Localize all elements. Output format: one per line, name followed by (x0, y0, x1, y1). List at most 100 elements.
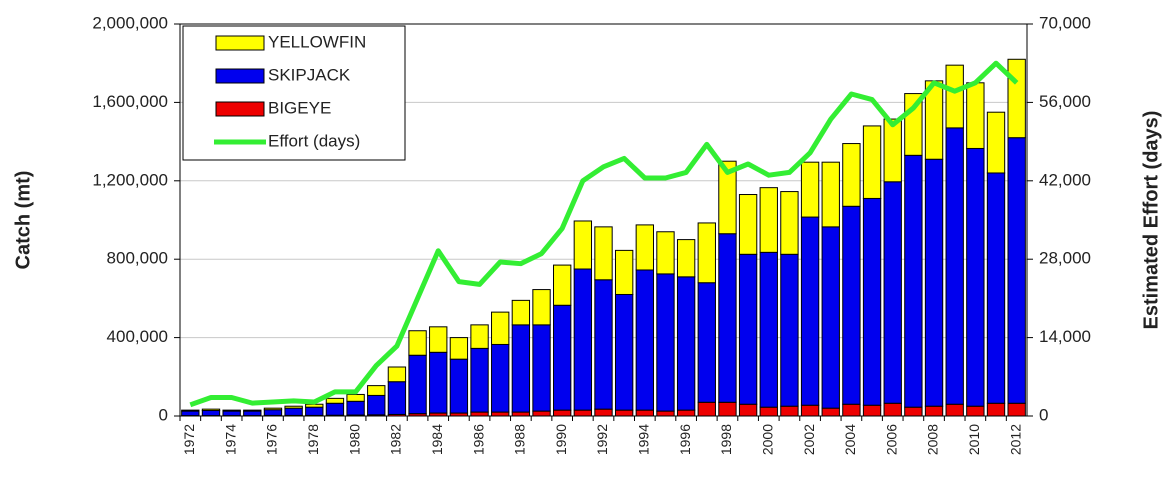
x-tick-label: 2002 (801, 424, 817, 455)
x-tick-label: 1972 (181, 424, 197, 455)
bar (305, 403, 324, 408)
bar (573, 220, 593, 270)
bar (284, 405, 303, 409)
y2-tick-label: 56,000 (1039, 92, 1091, 111)
y-axis-title: Catch (mt) (12, 171, 34, 270)
bar (491, 343, 510, 413)
y2-tick-label: 42,000 (1039, 170, 1091, 189)
bar (780, 191, 799, 255)
bar (449, 358, 469, 414)
bar (263, 407, 283, 411)
bar (470, 411, 489, 417)
bar (305, 406, 324, 416)
y-tick-label: 0 (159, 405, 168, 424)
legend-swatch (215, 68, 265, 84)
bar (718, 401, 737, 417)
bar (511, 411, 531, 417)
x-tick-label: 1996 (677, 424, 693, 455)
y2-axis-title: Estimated Effort (days) (1140, 111, 1162, 330)
bar (594, 226, 613, 281)
legend-label: YELLOWFIN (268, 32, 366, 51)
y-tick-label: 1,600,000 (92, 92, 168, 111)
bar (966, 405, 985, 417)
y2-tick-label: 0 (1039, 405, 1048, 424)
bar (532, 410, 551, 417)
bar (842, 403, 861, 417)
y-tick-label: 400,000 (107, 327, 168, 346)
bar (470, 324, 489, 349)
bar (883, 181, 902, 404)
x-tick-label: 1998 (718, 424, 734, 455)
legend-label: SKIPJACK (268, 65, 351, 84)
bar (842, 205, 861, 405)
bar (656, 231, 675, 275)
bar (181, 410, 200, 417)
bar (387, 366, 407, 383)
legend: YELLOWFIN SKIPJACK BIGEYE Effort (days) (182, 25, 406, 161)
bar (1007, 137, 1026, 404)
bar (821, 407, 840, 417)
bar (986, 172, 1006, 404)
bar (387, 381, 407, 415)
bar (181, 409, 200, 412)
bar (325, 397, 345, 404)
x-tick-label: 1982 (388, 424, 404, 455)
bar (1007, 58, 1026, 139)
x-tick-label: 1992 (594, 424, 610, 455)
x-tick-label: 2004 (842, 424, 858, 455)
bar (842, 143, 861, 207)
bar (635, 269, 654, 411)
bar (883, 402, 902, 417)
x-tick-label: 1988 (512, 424, 528, 455)
x-tick-label: 1980 (346, 424, 362, 455)
bar (614, 249, 634, 295)
bar (800, 216, 820, 406)
bar (367, 394, 386, 416)
x-tick-label: 1978 (305, 424, 321, 455)
bar (491, 311, 510, 345)
bar (924, 405, 944, 417)
bar (553, 264, 572, 306)
bar (697, 401, 716, 417)
x-tick-label: 1994 (636, 424, 652, 455)
bar (904, 406, 923, 417)
bar (697, 222, 716, 284)
bar (1007, 402, 1026, 417)
bar (738, 253, 758, 405)
x-tick-label: 2000 (759, 424, 775, 455)
bar (367, 385, 386, 396)
bar (573, 268, 593, 411)
y-tick-label: 2,000,000 (92, 13, 168, 32)
bar (284, 407, 303, 416)
bar (676, 276, 696, 411)
bar (408, 354, 427, 415)
bar (325, 402, 345, 416)
bar (635, 224, 654, 271)
bar (945, 64, 964, 129)
x-tick-label: 1974 (222, 424, 238, 455)
bar (862, 404, 882, 417)
bar (800, 161, 820, 218)
bar (243, 410, 262, 417)
bar (511, 324, 531, 413)
x-tick-label: 2012 (1007, 424, 1023, 455)
bar (635, 409, 654, 417)
bar (738, 194, 758, 255)
y2-tick-label: 14,000 (1039, 327, 1091, 346)
bar (966, 82, 985, 149)
x-tick-label: 2008 (925, 424, 941, 455)
y2-tick-label: 28,000 (1039, 249, 1091, 268)
y-tick-label: 1,200,000 (92, 170, 168, 189)
bar (904, 154, 923, 408)
x-tick-label: 1986 (470, 424, 486, 455)
bar (222, 409, 241, 412)
bar (986, 111, 1006, 174)
bar (883, 118, 902, 183)
legend-swatch (215, 101, 265, 117)
y2-tick-label: 70,000 (1039, 13, 1091, 32)
bar (697, 282, 716, 403)
bar (553, 409, 572, 417)
bar (491, 411, 510, 417)
bar (243, 409, 262, 412)
x-tick-label: 1984 (429, 424, 445, 455)
